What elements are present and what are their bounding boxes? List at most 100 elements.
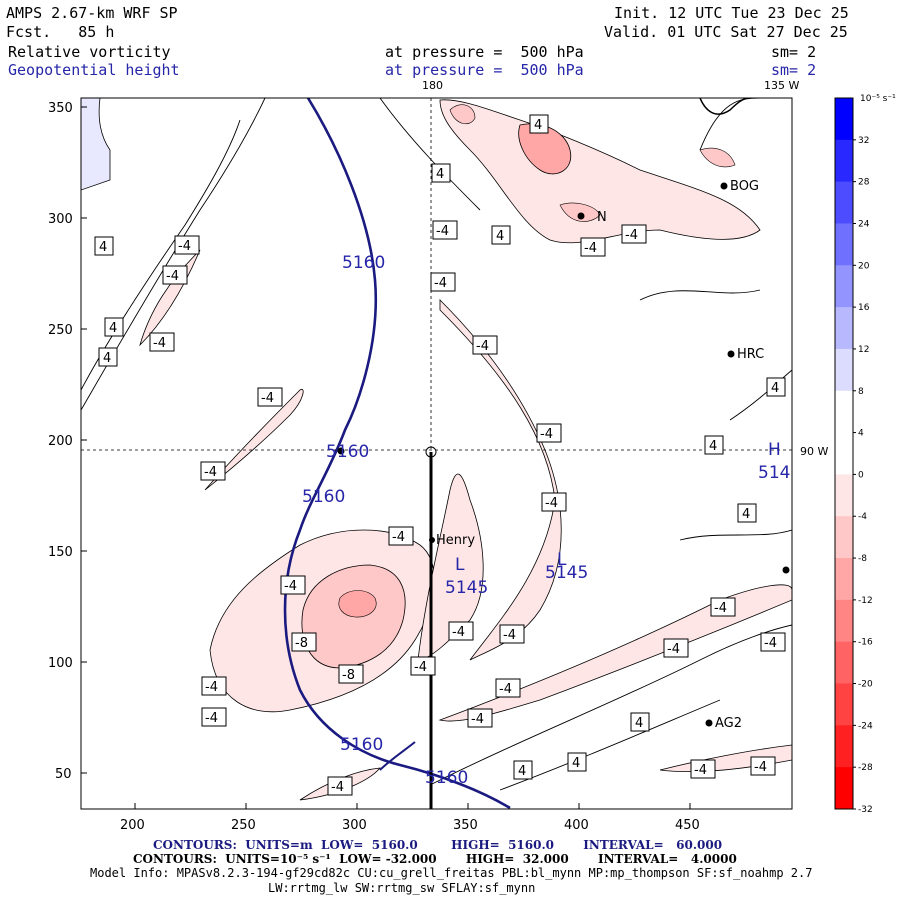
vort-label-neg4-b: -4 — [162, 265, 188, 285]
height-label-3: 5160 — [302, 487, 345, 507]
colorbar-cell — [835, 683, 853, 726]
colorbar-cell — [835, 516, 853, 559]
svg-text:4: 4 — [518, 764, 526, 779]
vort-label-neg4-o: -4 — [410, 656, 436, 676]
vort-label-pos4-l: 4 — [513, 760, 533, 780]
x-tick-300: 300 — [342, 818, 367, 833]
field2-smoothing: sm= 2 — [771, 61, 817, 79]
vort-label-neg4-n: -4 — [499, 624, 525, 644]
x-tick-400: 400 — [564, 818, 589, 833]
vort-label-neg4-t: -4 — [327, 776, 353, 796]
station-bog: BOG — [730, 179, 759, 194]
label-90w: 90 W — [800, 445, 828, 458]
init-time: Init. 12 UTC Tue 23 Dec 25 — [614, 4, 849, 22]
vort-label-neg4-c: -4 — [149, 332, 175, 352]
station-henry: Henry — [436, 533, 475, 548]
colorbar: 10⁻⁵ s⁻¹ 32 28 24 20 16 12 8 4 0 -4 -8 -12 -16 -20 -24… — [834, 94, 896, 815]
vort-band-upper-left — [139, 249, 201, 347]
colorbar-tick: -24 — [858, 721, 873, 731]
field2-level: at pressure = 500 hPa — [385, 61, 584, 79]
colorbar-cell — [835, 181, 853, 224]
colorbar-tick: -28 — [858, 763, 873, 773]
vort-label-neg4-u: -4 — [710, 597, 736, 617]
vort-label-pos4-e: 4 — [491, 225, 511, 245]
vort-label-pos4-a: 4 — [94, 236, 114, 256]
low-center-1: L — [455, 555, 465, 575]
vort-label-neg4-aa: -4 — [621, 224, 647, 244]
footer-model-info: Model Info: MPASv8.2.3-194-gf29cd82c CU:… — [90, 866, 813, 880]
vort-label-neg4-g: -4 — [430, 272, 456, 292]
svg-text:-4: -4 — [694, 763, 707, 778]
vort-label-neg8-b: -8 — [338, 664, 364, 684]
x-axis: 200 250 300 350 400 450 — [120, 803, 700, 833]
plot-area: 200 250 300 350 400 450 50 100 150 200 2… — [48, 97, 793, 833]
svg-text:-4: -4 — [205, 711, 218, 726]
svg-text:-4: -4 — [284, 579, 297, 594]
colorbar-tick: -32 — [858, 805, 873, 815]
svg-text:4: 4 — [635, 716, 643, 731]
colorbar-cell — [835, 98, 853, 141]
svg-text:4: 4 — [436, 167, 444, 182]
vort-label-neg4-s: -4 — [467, 708, 493, 728]
svg-text:-4: -4 — [667, 642, 680, 657]
svg-text:-4: -4 — [414, 660, 427, 675]
vort-label-neg4-z: -4 — [580, 237, 606, 257]
colorbar-unit: 10⁻⁵ s⁻¹ — [860, 94, 896, 104]
colorbar-cell — [835, 558, 853, 601]
svg-text:-4: -4 — [476, 339, 489, 354]
field1-smoothing: sm= 2 — [771, 43, 817, 61]
y-tick-100: 100 — [48, 656, 73, 671]
height-label-514: 514 — [758, 463, 790, 483]
vort-labels: -4 -4 -4 -4 -4 -4 -4 -4 -4 -4 -4 -4 -4 -… — [94, 114, 786, 796]
y-tick-150: 150 — [48, 545, 73, 560]
height-label-1: 5160 — [342, 253, 385, 273]
vort-label-neg4-j: -4 — [541, 492, 567, 512]
colorbar-cell — [835, 432, 853, 475]
height-label-5145b: 5145 — [545, 563, 588, 583]
low-center-2: L — [557, 550, 567, 570]
colorbar-tick: -20 — [858, 680, 873, 690]
svg-text:-4: -4 — [153, 336, 166, 351]
colorbar-tick: 12 — [858, 345, 869, 355]
footer-height-contours: CONTOURS: UNITS=m LOW= 5160.0 HIGH= 5160… — [153, 838, 723, 852]
svg-text:4: 4 — [103, 351, 111, 366]
svg-text:-4: -4 — [205, 680, 218, 695]
svg-text:-4: -4 — [584, 241, 597, 256]
colorbar-tick: 4 — [858, 429, 864, 439]
vort-label-pos4-j: 4 — [630, 712, 650, 732]
colorbar-cell — [835, 307, 853, 350]
label-180: 180 — [422, 79, 443, 92]
height-contour-stub — [379, 741, 416, 771]
colorbar-tick: 16 — [858, 303, 870, 313]
positive-vorticity-patch — [81, 98, 111, 191]
vort-label-pos4-c: 4 — [98, 347, 118, 367]
y-axis: 50 100 150 200 250 300 350 — [48, 101, 87, 782]
forecast-hour: Fcst. 85 h — [6, 23, 115, 41]
height-label-4: 5160 — [340, 735, 383, 755]
vort-small-1 — [449, 104, 476, 125]
model-title: AMPS 2.67-km WRF SP — [6, 4, 178, 22]
footer-vort-contours: CONTOURS: UNITS=10⁻⁵ s⁻¹ LOW= -32.000 HI… — [133, 852, 737, 866]
vort-band-left — [204, 388, 304, 491]
height-label-2: 5160 — [326, 442, 369, 462]
colorbar-cell — [835, 223, 853, 266]
svg-text:-4: -4 — [331, 780, 344, 795]
valid-time: Valid. 01 UTC Sat 27 Dec 25 — [604, 23, 848, 41]
svg-text:4: 4 — [771, 381, 779, 396]
svg-text:-4: -4 — [452, 625, 465, 640]
pos-contour-5 — [499, 699, 721, 791]
vort-label-pos4-b: 4 — [104, 317, 124, 337]
svg-text:-4: -4 — [392, 530, 405, 545]
vort-label-neg4-h: -4 — [472, 335, 498, 355]
vort-label-neg8-a: -8 — [291, 632, 317, 652]
svg-text:-4: -4 — [714, 601, 727, 616]
colorbar-tick: 32 — [858, 136, 869, 146]
svg-text:-4: -4 — [503, 628, 516, 643]
svg-text:4: 4 — [99, 240, 107, 255]
x-tick-450: 450 — [675, 818, 700, 833]
coastline — [699, 98, 751, 115]
field2-name: Geopotential height — [8, 61, 180, 79]
vort-label-neg4-l: -4 — [280, 575, 306, 595]
vort-label-neg4-r: -4 — [495, 678, 521, 698]
height-contour-5160 — [283, 98, 511, 809]
